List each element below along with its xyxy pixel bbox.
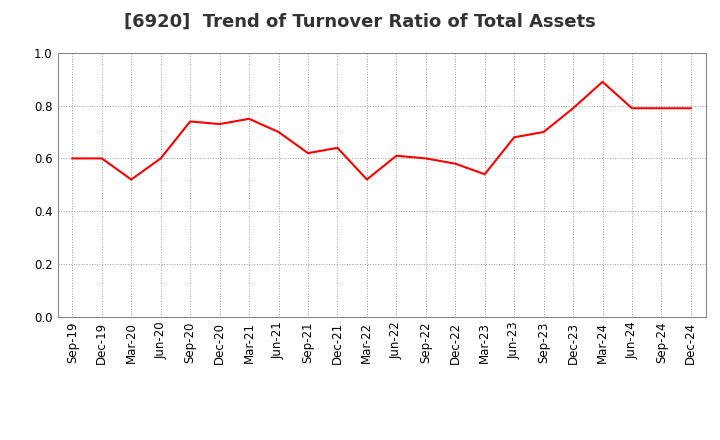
Text: [6920]  Trend of Turnover Ratio of Total Assets: [6920] Trend of Turnover Ratio of Total … xyxy=(124,13,596,31)
